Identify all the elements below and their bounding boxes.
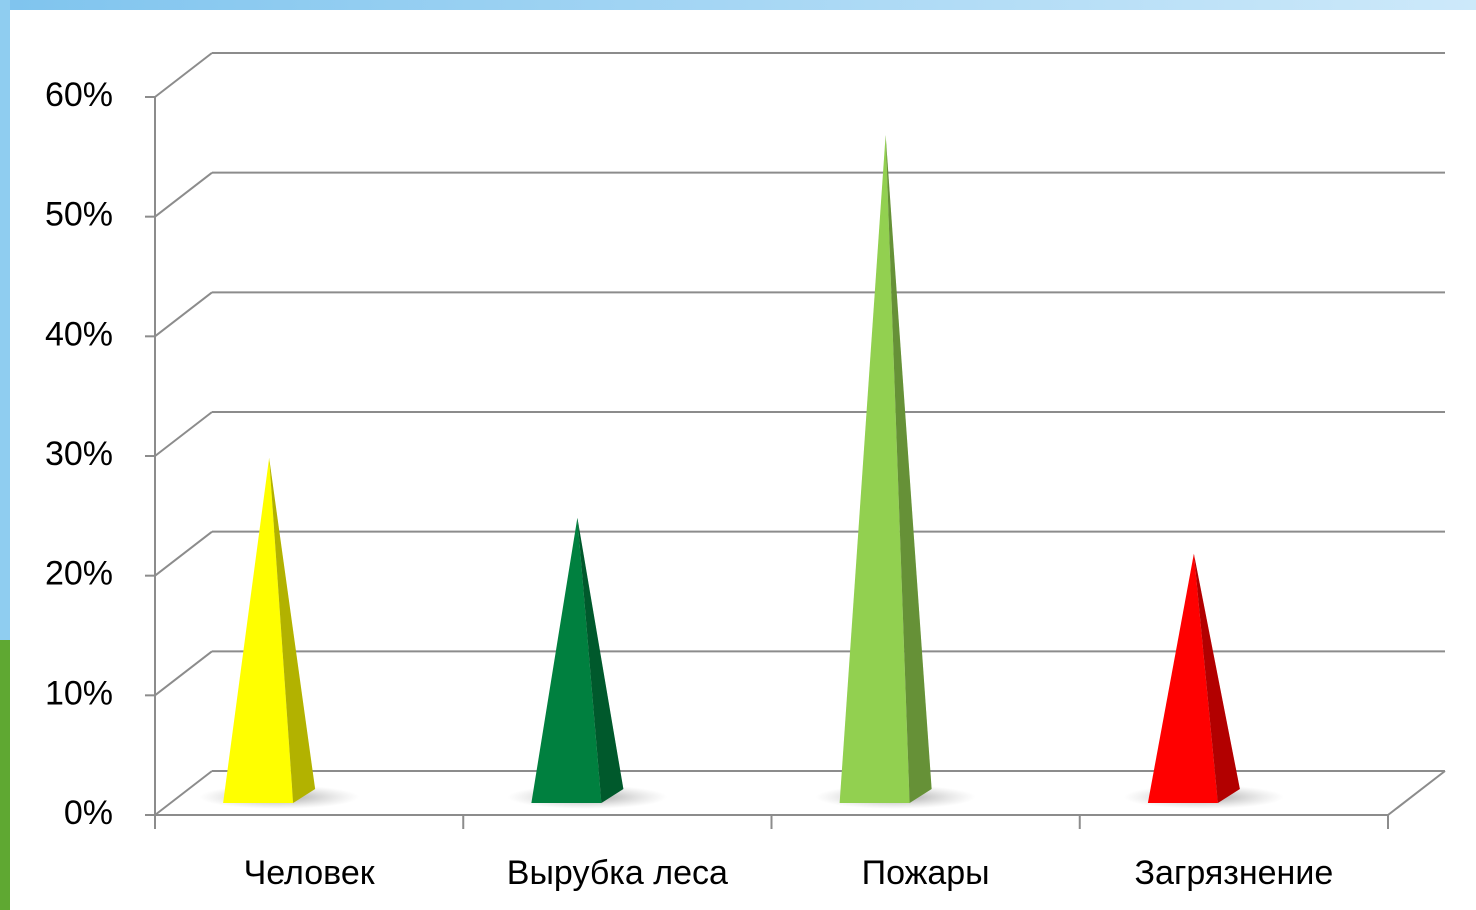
- bar: [839, 134, 910, 804]
- y-tick-label: 50%: [45, 196, 113, 234]
- bar-side-shade: [577, 517, 624, 803]
- bar: [1147, 553, 1218, 803]
- bar: [223, 457, 294, 803]
- bar-side: [577, 517, 624, 803]
- y-tick-label: 20%: [45, 555, 113, 593]
- y-tick-label: 40%: [45, 315, 113, 353]
- floor-edge: [1387, 770, 1446, 816]
- bar-side: [269, 457, 316, 803]
- grid-line: [154, 650, 213, 697]
- grid-line: [154, 530, 213, 577]
- x-tick-label: Вырубка леса: [507, 854, 728, 892]
- window-frame: [0, 0, 10, 910]
- bar-side-shade: [885, 134, 932, 804]
- y-tick-label: 10%: [45, 674, 113, 712]
- background-image: [0, 640, 10, 910]
- x-tick-label: Человек: [244, 854, 376, 892]
- grid-line: [154, 52, 213, 98]
- y-tick-label: 0%: [64, 794, 113, 832]
- bar-side-shade: [1193, 553, 1240, 803]
- grid-line: [154, 171, 213, 218]
- x-tick-label: Загрязнение: [1135, 854, 1334, 892]
- bar-side: [885, 134, 932, 804]
- bar: [531, 517, 602, 803]
- grid-line: [154, 291, 213, 338]
- y-tick-label: 30%: [45, 435, 113, 473]
- grid-line: [154, 411, 213, 457]
- bar-side: [1193, 553, 1240, 803]
- grid-line: [154, 770, 213, 816]
- window-frame: [0, 0, 1476, 10]
- bar-side-shade: [269, 457, 316, 803]
- x-tick-label: Пожары: [862, 854, 990, 892]
- y-tick-label: 60%: [45, 76, 113, 114]
